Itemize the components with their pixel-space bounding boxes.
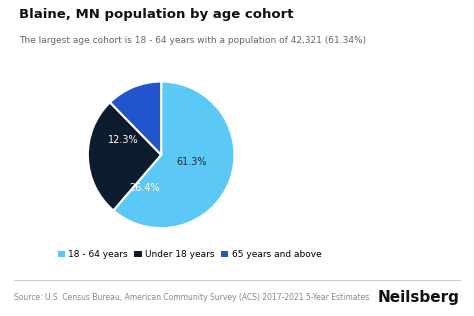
Wedge shape — [88, 102, 161, 210]
Wedge shape — [110, 82, 161, 155]
Text: The largest age cohort is 18 - 64 years with a population of 42,321 (61.34%): The largest age cohort is 18 - 64 years … — [19, 36, 366, 45]
Text: 12.3%: 12.3% — [108, 135, 138, 145]
Wedge shape — [113, 82, 235, 228]
Text: Source: U.S. Census Bureau, American Community Survey (ACS) 2017-2021 5-Year Est: Source: U.S. Census Bureau, American Com… — [14, 293, 369, 301]
Legend: 18 - 64 years, Under 18 years, 65 years and above: 18 - 64 years, Under 18 years, 65 years … — [54, 246, 325, 263]
Text: Blaine, MN population by age cohort: Blaine, MN population by age cohort — [19, 8, 293, 21]
Text: 26.4%: 26.4% — [130, 183, 160, 193]
Text: 61.3%: 61.3% — [177, 157, 207, 167]
Text: Neilsberg: Neilsberg — [378, 289, 460, 305]
